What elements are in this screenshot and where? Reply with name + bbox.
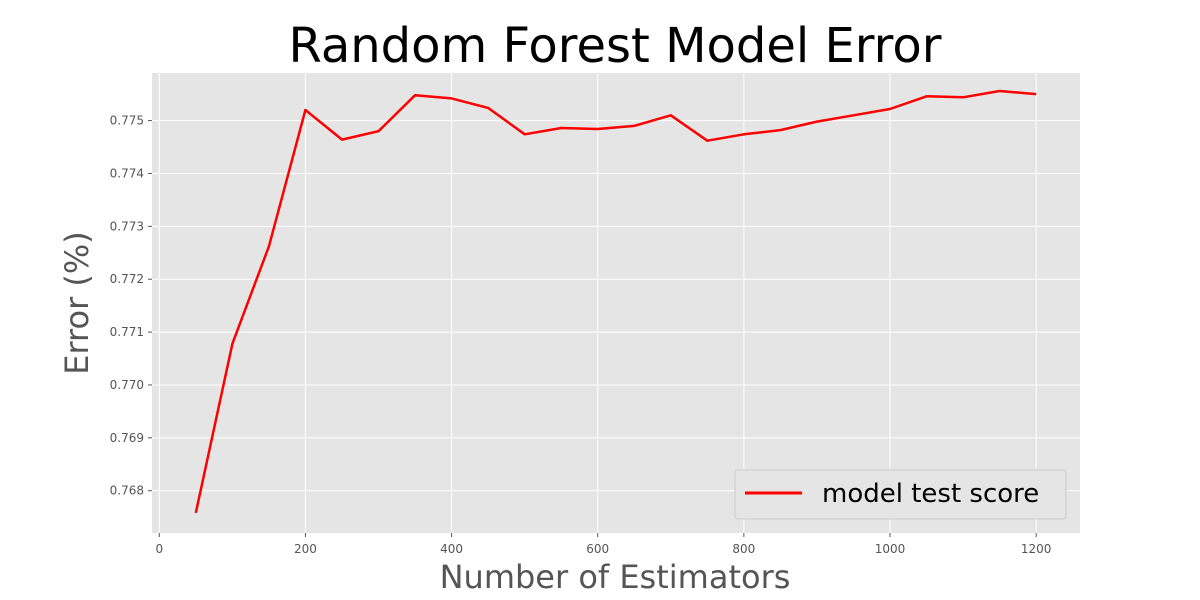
x-tick-label: 200 bbox=[294, 542, 317, 556]
y-tick-label: 0.770 bbox=[110, 378, 144, 392]
y-tick-label: 0.771 bbox=[110, 325, 144, 339]
legend-box bbox=[734, 469, 1067, 520]
x-axis-ticks: 0 200 400 600 800 1000 1200 bbox=[155, 533, 1051, 556]
y-tick-label: 0.774 bbox=[110, 166, 144, 180]
x-tick-label: 400 bbox=[440, 542, 463, 556]
grid bbox=[152, 73, 1080, 533]
x-tick-label: 800 bbox=[732, 542, 755, 556]
y-tick-label: 0.773 bbox=[110, 219, 144, 233]
legend-entry-model-test-score: model test score bbox=[822, 479, 1039, 509]
chart-title: Random Forest Model Error bbox=[289, 18, 942, 74]
y-tick-label: 0.775 bbox=[110, 114, 144, 128]
legend: model test score bbox=[734, 469, 1067, 520]
x-tick-label: 1200 bbox=[1021, 542, 1052, 556]
y-axis-label: Error (%) bbox=[58, 231, 96, 375]
x-tick-label: 600 bbox=[586, 542, 609, 556]
y-tick-label: 0.772 bbox=[110, 272, 144, 286]
y-tick-label: 0.769 bbox=[110, 431, 144, 445]
x-tick-label: 1000 bbox=[875, 542, 906, 556]
x-axis-label: Number of Estimators bbox=[440, 558, 791, 596]
plot-area bbox=[152, 73, 1080, 533]
series-group bbox=[194, 89, 1037, 514]
series-line-model-test-score bbox=[194, 89, 1037, 514]
x-tick-label: 0 bbox=[155, 542, 163, 556]
y-axis-ticks: 0.768 0.769 0.770 0.771 0.772 0.773 0.774 0.775 bbox=[110, 114, 152, 498]
y-tick-label: 0.768 bbox=[110, 484, 144, 498]
